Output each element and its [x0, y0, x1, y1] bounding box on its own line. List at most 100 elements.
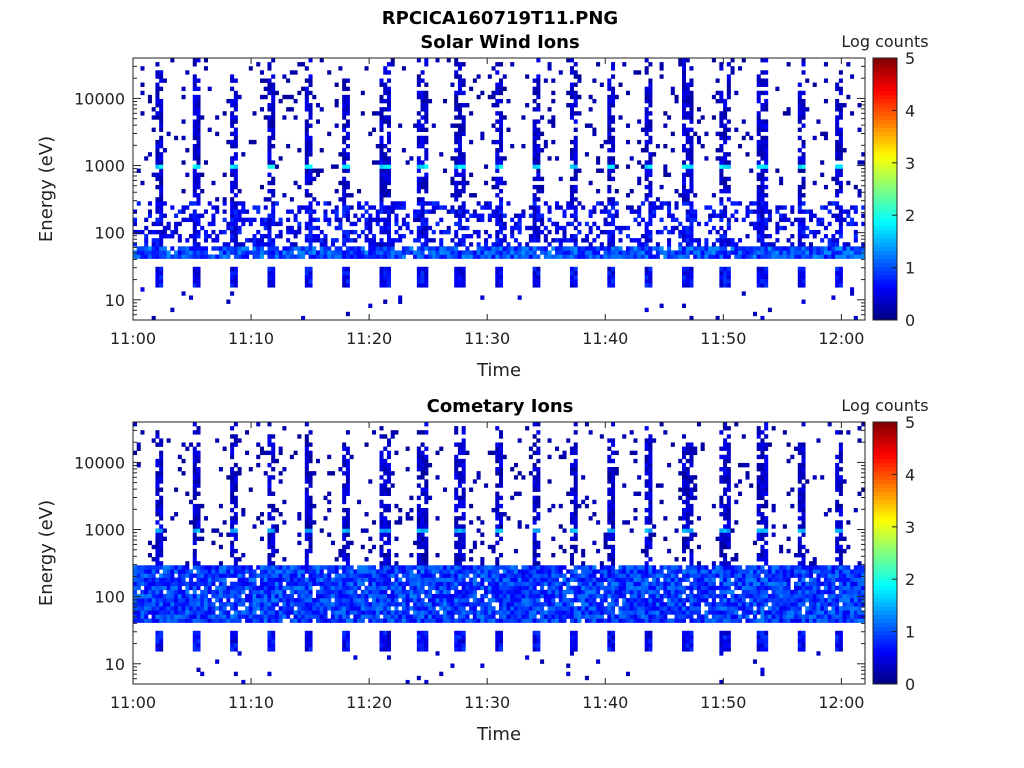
heatmap-cell: [271, 491, 276, 496]
heatmap-cell: [185, 581, 190, 587]
heatmap-cell: [409, 606, 414, 611]
heatmap-cell: [797, 119, 802, 124]
heatmap-cell: [629, 250, 634, 255]
heatmap-cell: [547, 119, 552, 124]
heatmap-cell: [420, 221, 425, 227]
heatmap-cell: [304, 66, 309, 71]
heatmap-cell: [394, 614, 399, 619]
heatmap-cell: [640, 254, 645, 259]
heatmap-cell: [327, 618, 332, 623]
heatmap-cell: [245, 238, 250, 243]
heatmap-cell: [360, 602, 365, 607]
heatmap-cell: [611, 238, 616, 243]
heatmap-cell: [185, 491, 190, 496]
heatmap-cell: [233, 638, 238, 644]
heatmap-cell: [271, 217, 276, 223]
heatmap-cell: [230, 103, 235, 108]
heatmap-cell: [293, 98, 298, 104]
heatmap-cell: [603, 250, 608, 255]
heatmap-cell: [569, 279, 574, 284]
heatmap-cell: [633, 254, 638, 259]
heatmap-cell: [372, 254, 377, 259]
heatmap-cell: [316, 217, 321, 223]
heatmap-cell: [573, 189, 578, 194]
heatmap-cell: [196, 667, 201, 673]
heatmap-cell: [237, 614, 242, 619]
heatmap-cell: [133, 602, 138, 607]
heatmap-cell: [416, 229, 421, 235]
heatmap-cell: [794, 217, 799, 223]
heatmap-cell: [640, 148, 645, 153]
heatmap-cell: [271, 450, 276, 456]
heatmap-cell: [386, 634, 391, 640]
heatmap-cell: [155, 577, 160, 582]
heatmap-cell: [282, 610, 287, 615]
heatmap-cell: [304, 581, 309, 587]
heatmap-cell: [484, 242, 489, 247]
heatmap-cell: [816, 254, 821, 259]
heatmap-cell: [233, 487, 238, 492]
heatmap-cell: [838, 229, 843, 235]
heatmap-cell: [274, 618, 279, 623]
heatmap-cell: [323, 234, 328, 239]
heatmap-cell: [282, 246, 287, 251]
heatmap-cell: [611, 127, 616, 132]
heatmap-cell: [700, 250, 705, 255]
heatmap-cell: [461, 225, 466, 231]
heatmap-cell: [760, 78, 765, 83]
heatmap-cell: [465, 217, 470, 223]
heatmap-cell: [723, 189, 728, 194]
heatmap-cell: [245, 430, 250, 435]
heatmap-cell: [233, 143, 238, 149]
heatmap-cell: [233, 499, 238, 505]
heatmap-cell: [308, 638, 313, 644]
heatmap-cell: [637, 70, 642, 75]
heatmap-cell: [812, 250, 817, 255]
heatmap-cell: [308, 82, 313, 87]
heatmap-cell: [569, 156, 574, 161]
heatmap-cell: [540, 217, 545, 223]
heatmap-cell: [685, 197, 690, 202]
heatmap-cell: [345, 152, 350, 157]
heatmap-cell: [267, 189, 272, 194]
heatmap-cell: [682, 164, 687, 169]
heatmap-cell: [222, 585, 227, 591]
heatmap-cell: [338, 602, 343, 607]
heatmap-cell: [278, 479, 283, 484]
heatmap-cell: [495, 217, 500, 223]
heatmap-cell: [256, 589, 261, 595]
heatmap-cell: [177, 589, 182, 595]
heatmap-cell: [162, 593, 167, 599]
heatmap-cell: [457, 189, 462, 194]
heatmap-cell: [767, 250, 772, 255]
heatmap-cell: [192, 561, 197, 566]
heatmap-cell: [293, 618, 298, 623]
heatmap-cell: [230, 548, 235, 554]
heatmap-cell: [469, 254, 474, 259]
heatmap-cell: [648, 234, 653, 239]
heatmap-cell: [454, 107, 459, 112]
heatmap-cell: [398, 123, 403, 128]
heatmap-cell: [293, 589, 298, 595]
heatmap-cell: [573, 172, 578, 178]
heatmap-cell: [611, 143, 616, 149]
heatmap-cell: [644, 242, 649, 247]
heatmap-cell: [386, 593, 391, 599]
heatmap-cell: [192, 209, 197, 214]
heatmap-cell: [756, 152, 761, 157]
heatmap-cell: [345, 98, 350, 104]
heatmap-cell: [271, 553, 276, 558]
heatmap-cell: [536, 246, 541, 251]
heatmap-cell: [237, 581, 242, 587]
heatmap-cell: [435, 221, 440, 227]
heatmap-cell: [764, 82, 769, 87]
heatmap-cell: [510, 143, 515, 149]
heatmap-cell: [689, 148, 694, 153]
heatmap-cell: [674, 217, 679, 223]
heatmap-cell: [741, 254, 746, 259]
heatmap-cell: [136, 614, 141, 619]
heatmap-cell: [271, 581, 276, 587]
heatmap-cell: [756, 193, 761, 198]
heatmap-cell: [308, 107, 313, 112]
heatmap-cell: [551, 221, 556, 227]
